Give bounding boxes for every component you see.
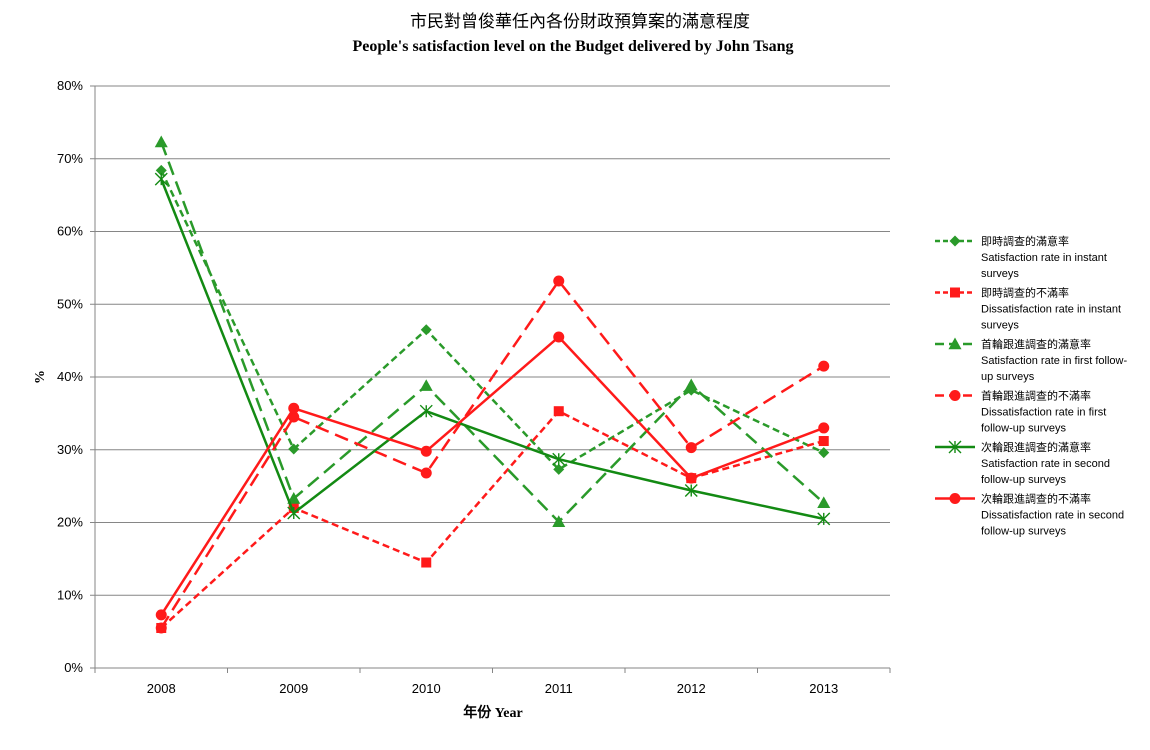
data-point (553, 406, 564, 417)
data-point (287, 491, 301, 504)
legend-label: 即時調查的不滿率 (981, 286, 1069, 300)
legend-item-1: 即時調查的滿意率 Satisfaction rate in instant surv… (935, 234, 1107, 280)
legend-label-en: Satisfaction rate in second (981, 458, 1110, 470)
data-point (155, 164, 167, 176)
data-point (154, 135, 168, 148)
data-point (419, 379, 433, 391)
data-point (421, 557, 432, 568)
series-line (160, 141, 825, 524)
series-6 (155, 331, 830, 621)
data-point (818, 436, 829, 447)
data-point (287, 506, 301, 520)
data-point (155, 609, 167, 621)
legend-label-en: Dissatisfaction rate in first (981, 407, 1106, 419)
data-point (684, 483, 698, 497)
legend-label-en: Satisfaction rate in first follow- (981, 355, 1127, 367)
data-point (552, 515, 566, 527)
legend-marker (949, 235, 961, 247)
data-point (420, 445, 432, 457)
y-tick-label: 50% (57, 296, 83, 311)
data-point (817, 512, 831, 526)
y-axis-title: % (33, 370, 48, 384)
legend-item-5: 次輪跟進調查的滿意率 Satisfaction rate in second fol… (935, 440, 1110, 486)
legend-item-6: 次輪跟進調查的不滿率 Dissatisfaction rate in second… (935, 492, 1124, 538)
x-tick-label: 2008 (147, 681, 176, 696)
legend-label-en: surveys (981, 268, 1019, 280)
data-point (553, 275, 565, 287)
legend-label: 首輪跟進調查的滿意率 (981, 337, 1091, 351)
legend-marker (948, 337, 962, 350)
data-point (685, 442, 697, 454)
legend-label-en: Dissatisfaction rate in second (981, 510, 1124, 522)
series-2 (156, 406, 829, 633)
x-tick-label: 2009 (279, 681, 308, 696)
y-tick-label: 80% (57, 78, 83, 93)
y-axis-ticks: 0% 10% 20% 30% 40% 50% 60% 70% 80% (57, 78, 95, 675)
data-point (155, 622, 167, 634)
legend-item-4: 首輪跟進調查的不滿率 Dissatisfaction rate in first f… (935, 389, 1106, 435)
series-3 (154, 135, 831, 527)
legend: 即時調查的滿意率 Satisfaction rate in instant surv… (935, 234, 1127, 538)
series-1 (155, 164, 830, 475)
y-tick-label: 40% (57, 369, 83, 384)
legend-label: 即時調查的滿意率 (981, 234, 1069, 248)
series-5 (154, 172, 831, 526)
y-tick-label: 0% (64, 660, 83, 675)
x-tick-label: 2010 (412, 681, 441, 696)
series-4 (155, 275, 830, 634)
data-point (685, 472, 697, 484)
data-point (817, 496, 831, 509)
legend-marker (949, 390, 961, 401)
legend-label-en: up surveys (981, 371, 1035, 383)
legend-label-en: follow-up surveys (981, 526, 1066, 538)
x-axis-ticks: 2008 2009 2010 2011 2012 2013 (94, 668, 891, 696)
data-point (818, 360, 830, 372)
data-point (419, 404, 433, 418)
series-layer (154, 135, 831, 634)
x-axis-title: 年份 Year (463, 704, 523, 721)
y-tick-label: 30% (57, 442, 83, 457)
data-point (288, 443, 300, 455)
x-tick-label: 2013 (809, 681, 838, 696)
y-tick-label: 60% (57, 224, 83, 239)
data-point (553, 331, 565, 343)
data-point (154, 172, 168, 186)
legend-marker (948, 440, 962, 454)
data-point (420, 324, 432, 336)
data-point (684, 378, 698, 391)
data-point (552, 452, 566, 466)
legend-label: 次輪跟進調查的不滿率 (981, 492, 1091, 506)
data-point (818, 422, 830, 434)
data-point (818, 447, 830, 459)
legend-label-en: Satisfaction rate in instant (981, 252, 1107, 264)
data-point (553, 463, 565, 475)
legend-label: 次輪跟進調查的滿意率 (981, 440, 1091, 454)
legend-label-en: surveys (981, 320, 1019, 332)
legend-marker (949, 493, 961, 504)
series-line (160, 335, 825, 616)
legend-item-2: 即時調查的不滿率 Dissatisfaction rate in instant s… (935, 286, 1121, 332)
chart-title: 市民對曾俊華任內各份財政預算案的滿意程度 (410, 12, 750, 32)
x-tick-label: 2011 (545, 681, 573, 696)
chart-subtitle: People's satisfaction level on the Budge… (352, 38, 793, 55)
y-tick-label: 20% (57, 515, 83, 530)
y-tick-label: 10% (57, 587, 83, 602)
legend-label-en: follow-up surveys (981, 423, 1066, 435)
series-line (160, 178, 825, 521)
x-tick-label: 2012 (677, 681, 706, 696)
legend-label-en: Dissatisfaction rate in instant (981, 304, 1121, 316)
gridlines (95, 85, 890, 596)
legend-item-3: 首輪跟進調查的滿意率 Satisfaction rate in first fol… (935, 337, 1127, 383)
legend-label: 首輪跟進調查的不滿率 (981, 389, 1091, 403)
legend-label-en: follow-up surveys (981, 474, 1066, 486)
series-line (160, 409, 825, 629)
data-point (288, 402, 300, 414)
data-point (420, 467, 432, 479)
legend-marker (950, 287, 960, 298)
series-line (160, 279, 825, 629)
series-line (160, 169, 825, 471)
y-tick-label: 70% (57, 151, 83, 166)
